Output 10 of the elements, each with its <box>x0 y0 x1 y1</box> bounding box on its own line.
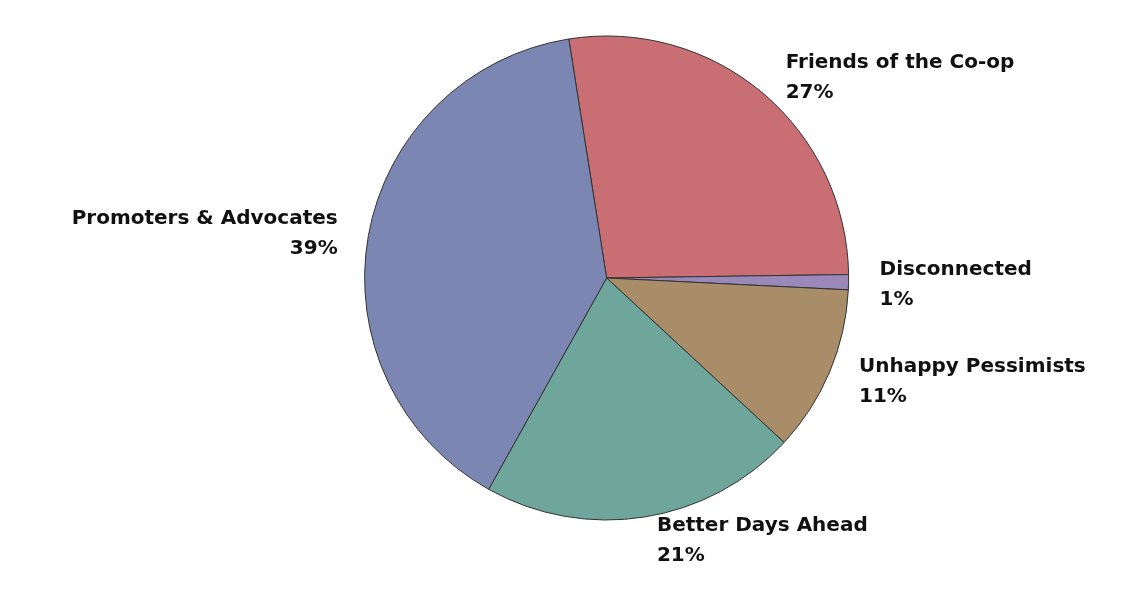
data-label: 1% <box>879 285 914 310</box>
data-label: 39% <box>289 234 338 259</box>
data-label: 27% <box>785 79 834 104</box>
slice-label: Unhappy Pessimists <box>858 353 1086 378</box>
slice-label: Promoters & Advocates <box>71 204 338 229</box>
slice-label: Better Days Ahead <box>656 511 868 536</box>
data-label: 11% <box>858 383 907 408</box>
slice-label: Disconnected <box>879 255 1032 280</box>
slice-label: Friends of the Co-op <box>785 49 1015 74</box>
data-label: 21% <box>656 541 705 566</box>
